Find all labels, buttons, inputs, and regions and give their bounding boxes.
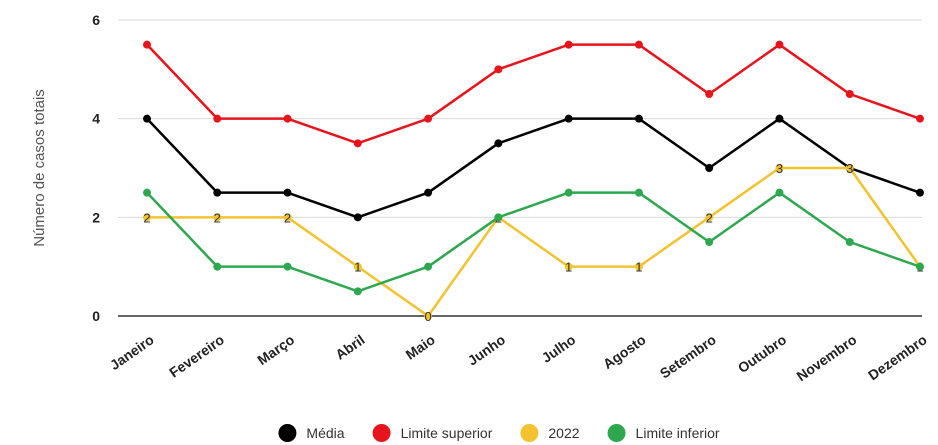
- data-point[interactable]: [845, 238, 854, 246]
- data-point[interactable]: [845, 90, 854, 98]
- x-tick-label: Agosto: [600, 331, 649, 372]
- data-point[interactable]: [424, 188, 433, 197]
- data-point[interactable]: [564, 188, 573, 197]
- x-tick-label: Maio: [403, 331, 438, 362]
- data-point[interactable]: [494, 213, 503, 222]
- data-label: 2: [706, 210, 713, 225]
- data-point[interactable]: [283, 114, 292, 123]
- data-point[interactable]: [143, 213, 151, 222]
- x-tick-label: Dezembro: [865, 331, 930, 383]
- legend-label: 2022: [548, 425, 579, 441]
- series-2: 222102112331: [143, 161, 924, 324]
- y-axis-ticks: 0 2 4 6: [92, 12, 100, 324]
- data-point[interactable]: [775, 164, 784, 172]
- legend-label: Limite superior: [401, 425, 493, 441]
- data-point[interactable]: [494, 139, 503, 148]
- data-point[interactable]: [775, 114, 784, 123]
- series-line: [147, 166, 922, 318]
- data-point[interactable]: [634, 262, 643, 271]
- data-label: 3: [846, 161, 853, 176]
- data-point[interactable]: [353, 287, 362, 296]
- data-point[interactable]: [705, 213, 714, 222]
- data-point[interactable]: [353, 213, 362, 222]
- data-label: 3: [776, 161, 783, 176]
- y-tick-label: 2: [92, 209, 100, 225]
- data-label: 0: [424, 309, 431, 324]
- x-tick-label: Setembro: [657, 331, 719, 381]
- x-tick-label: Fevereiro: [166, 331, 227, 380]
- series-1: [143, 40, 924, 148]
- data-point[interactable]: [634, 188, 643, 197]
- legend-item-2[interactable]: 2022: [520, 424, 580, 442]
- legend-label: Média: [306, 425, 344, 441]
- data-point[interactable]: [775, 40, 784, 49]
- data-point[interactable]: [213, 213, 222, 222]
- data-point[interactable]: [916, 188, 924, 197]
- x-tick-label: Novembro: [794, 331, 860, 384]
- data-label: 2: [143, 210, 150, 225]
- data-label: 2: [214, 210, 221, 225]
- data-label: 1: [635, 260, 642, 275]
- data-point[interactable]: [283, 213, 292, 222]
- data-point[interactable]: [564, 114, 573, 123]
- data-point[interactable]: [634, 40, 643, 49]
- y-axis-title: Número de casos totais: [31, 89, 48, 247]
- x-tick-label: Março: [254, 331, 297, 368]
- data-point[interactable]: [424, 312, 433, 320]
- legend-item-3[interactable]: Limite inferior: [607, 424, 720, 442]
- data-point[interactable]: [353, 262, 362, 271]
- x-tick-label: Janeiro: [107, 331, 157, 373]
- x-tick-label: Junho: [465, 331, 509, 368]
- legend-marker: [278, 424, 297, 442]
- legend-label: Limite inferior: [636, 425, 720, 441]
- legend-item-1[interactable]: Limite superior: [372, 424, 493, 442]
- data-point[interactable]: [705, 164, 714, 172]
- data-point[interactable]: [845, 164, 854, 172]
- series-line: [146, 117, 921, 219]
- data-point[interactable]: [494, 65, 503, 74]
- x-tick-label: Julho: [539, 331, 579, 366]
- data-point[interactable]: [353, 139, 362, 148]
- x-tick-label: Outubro: [735, 331, 789, 376]
- series-line: [146, 43, 921, 145]
- data-point[interactable]: [424, 262, 433, 271]
- series-3: [143, 188, 924, 296]
- x-axis-ticks: Janeiro Fevereiro Março Abril Maio Junho Julho…: [107, 331, 930, 384]
- data-point[interactable]: [213, 262, 222, 271]
- data-point[interactable]: [283, 188, 292, 197]
- data-point[interactable]: [424, 114, 433, 123]
- legend-marker: [607, 424, 626, 442]
- data-point[interactable]: [564, 40, 573, 49]
- data-point[interactable]: [916, 262, 924, 271]
- series-line: [146, 191, 921, 293]
- data-point[interactable]: [634, 114, 643, 123]
- data-point[interactable]: [143, 40, 151, 49]
- data-point[interactable]: [564, 262, 573, 271]
- legend-marker: [372, 424, 391, 442]
- y-tick-label: 6: [92, 12, 100, 28]
- data-point[interactable]: [775, 188, 784, 197]
- series-lines: 222102112331: [143, 40, 924, 324]
- data-label: 1: [354, 260, 361, 275]
- y-tick-label: 4: [92, 111, 100, 127]
- legend: Média Limite superior 2022 Limite inferior: [278, 424, 720, 442]
- data-point[interactable]: [143, 114, 151, 123]
- data-point[interactable]: [705, 238, 714, 246]
- y-tick-label: 0: [92, 308, 100, 324]
- data-point[interactable]: [283, 262, 292, 271]
- legend-marker: [520, 424, 539, 442]
- data-point[interactable]: [143, 188, 151, 197]
- data-point[interactable]: [213, 114, 222, 123]
- data-label: 2: [284, 210, 291, 225]
- x-tick-label: Abril: [332, 331, 367, 362]
- data-label: 1: [565, 260, 572, 275]
- data-point[interactable]: [213, 188, 222, 197]
- data-point[interactable]: [705, 90, 714, 98]
- data-point[interactable]: [916, 114, 924, 123]
- legend-item-0[interactable]: Média: [278, 424, 345, 442]
